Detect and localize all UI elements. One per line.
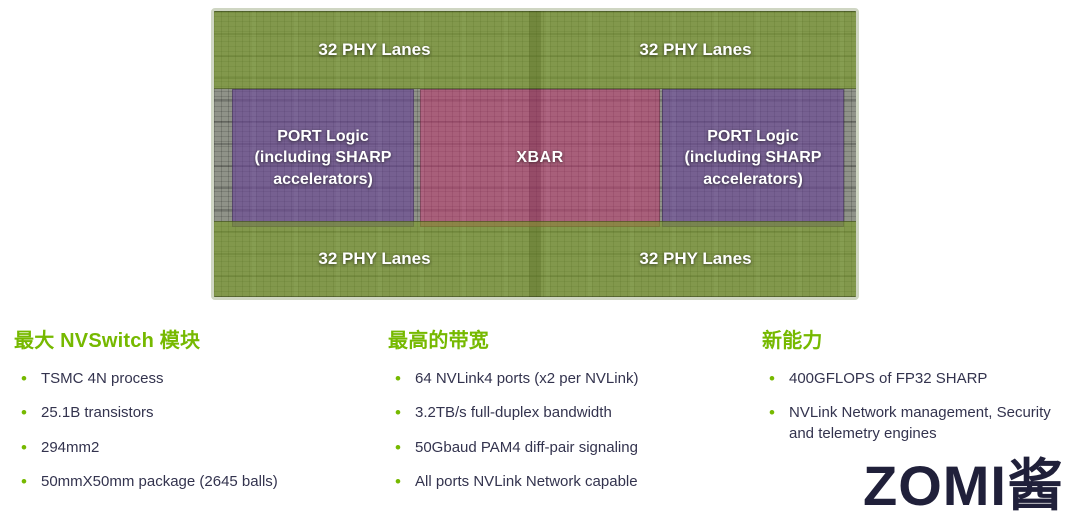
section-nvswitch-module: 最大 NVSwitch 模块 TSMC 4N process 25.1B tra…	[14, 324, 388, 506]
feature-columns: 最大 NVSwitch 模块 TSMC 4N process 25.1B tra…	[0, 324, 1080, 506]
section-title: 最大 NVSwitch 模块	[14, 330, 201, 352]
phy-label-bottom-right: 32 PHY Lanes	[639, 249, 752, 268]
bullet-list: 400GFLOPS of FP32 SHARP NVLink Network m…	[762, 368, 1080, 444]
list-item: 50Gbaud PAM4 diff-pair signaling	[388, 436, 718, 459]
phy-label-top-right: 32 PHY Lanes	[639, 40, 752, 59]
list-item: 294mm2	[14, 436, 344, 459]
phy-label-bottom-left: 32 PHY Lanes	[318, 249, 431, 268]
phy-band-bottom: 32 PHY Lanes 32 PHY Lanes	[214, 221, 856, 297]
port-logic-left-block: PORT Logic (including SHARP accelerators…	[232, 89, 414, 227]
list-item: 64 NVLink4 ports (x2 per NVLink)	[388, 368, 718, 391]
list-item: 3.2TB/s full-duplex bandwidth	[388, 402, 718, 425]
phy-band-top: 32 PHY Lanes 32 PHY Lanes	[214, 11, 856, 89]
bullet-list: 64 NVLink4 ports (x2 per NVLink) 3.2TB/s…	[388, 368, 762, 494]
list-item: All ports NVLink Network capable	[388, 471, 718, 494]
list-item: 25.1B transistors	[14, 402, 344, 425]
section-title: 新能力	[762, 330, 823, 352]
xbar-block: XBAR	[420, 89, 660, 227]
nvswitch-die-diagram: 32 PHY Lanes 32 PHY Lanes PORT Logic (in…	[211, 8, 859, 300]
section-title: 最高的带宽	[388, 330, 489, 352]
list-item: 50mmX50mm package (2645 balls)	[14, 471, 344, 494]
phy-label-top-left: 32 PHY Lanes	[318, 40, 431, 59]
list-item: 400GFLOPS of FP32 SHARP	[762, 368, 1062, 391]
list-item: TSMC 4N process	[14, 368, 344, 391]
watermark-zomi: ZOMI酱	[863, 454, 1064, 517]
bullet-list: TSMC 4N process 25.1B transistors 294mm2…	[14, 368, 388, 494]
section-new-capabilities: 新能力 400GFLOPS of FP32 SHARP NVLink Netwo…	[762, 324, 1080, 506]
section-bandwidth: 最高的带宽 64 NVLink4 ports (x2 per NVLink) 3…	[388, 324, 762, 506]
list-item: NVLink Network management, Security and …	[762, 402, 1062, 444]
port-logic-right-block: PORT Logic (including SHARP accelerators…	[662, 89, 844, 227]
